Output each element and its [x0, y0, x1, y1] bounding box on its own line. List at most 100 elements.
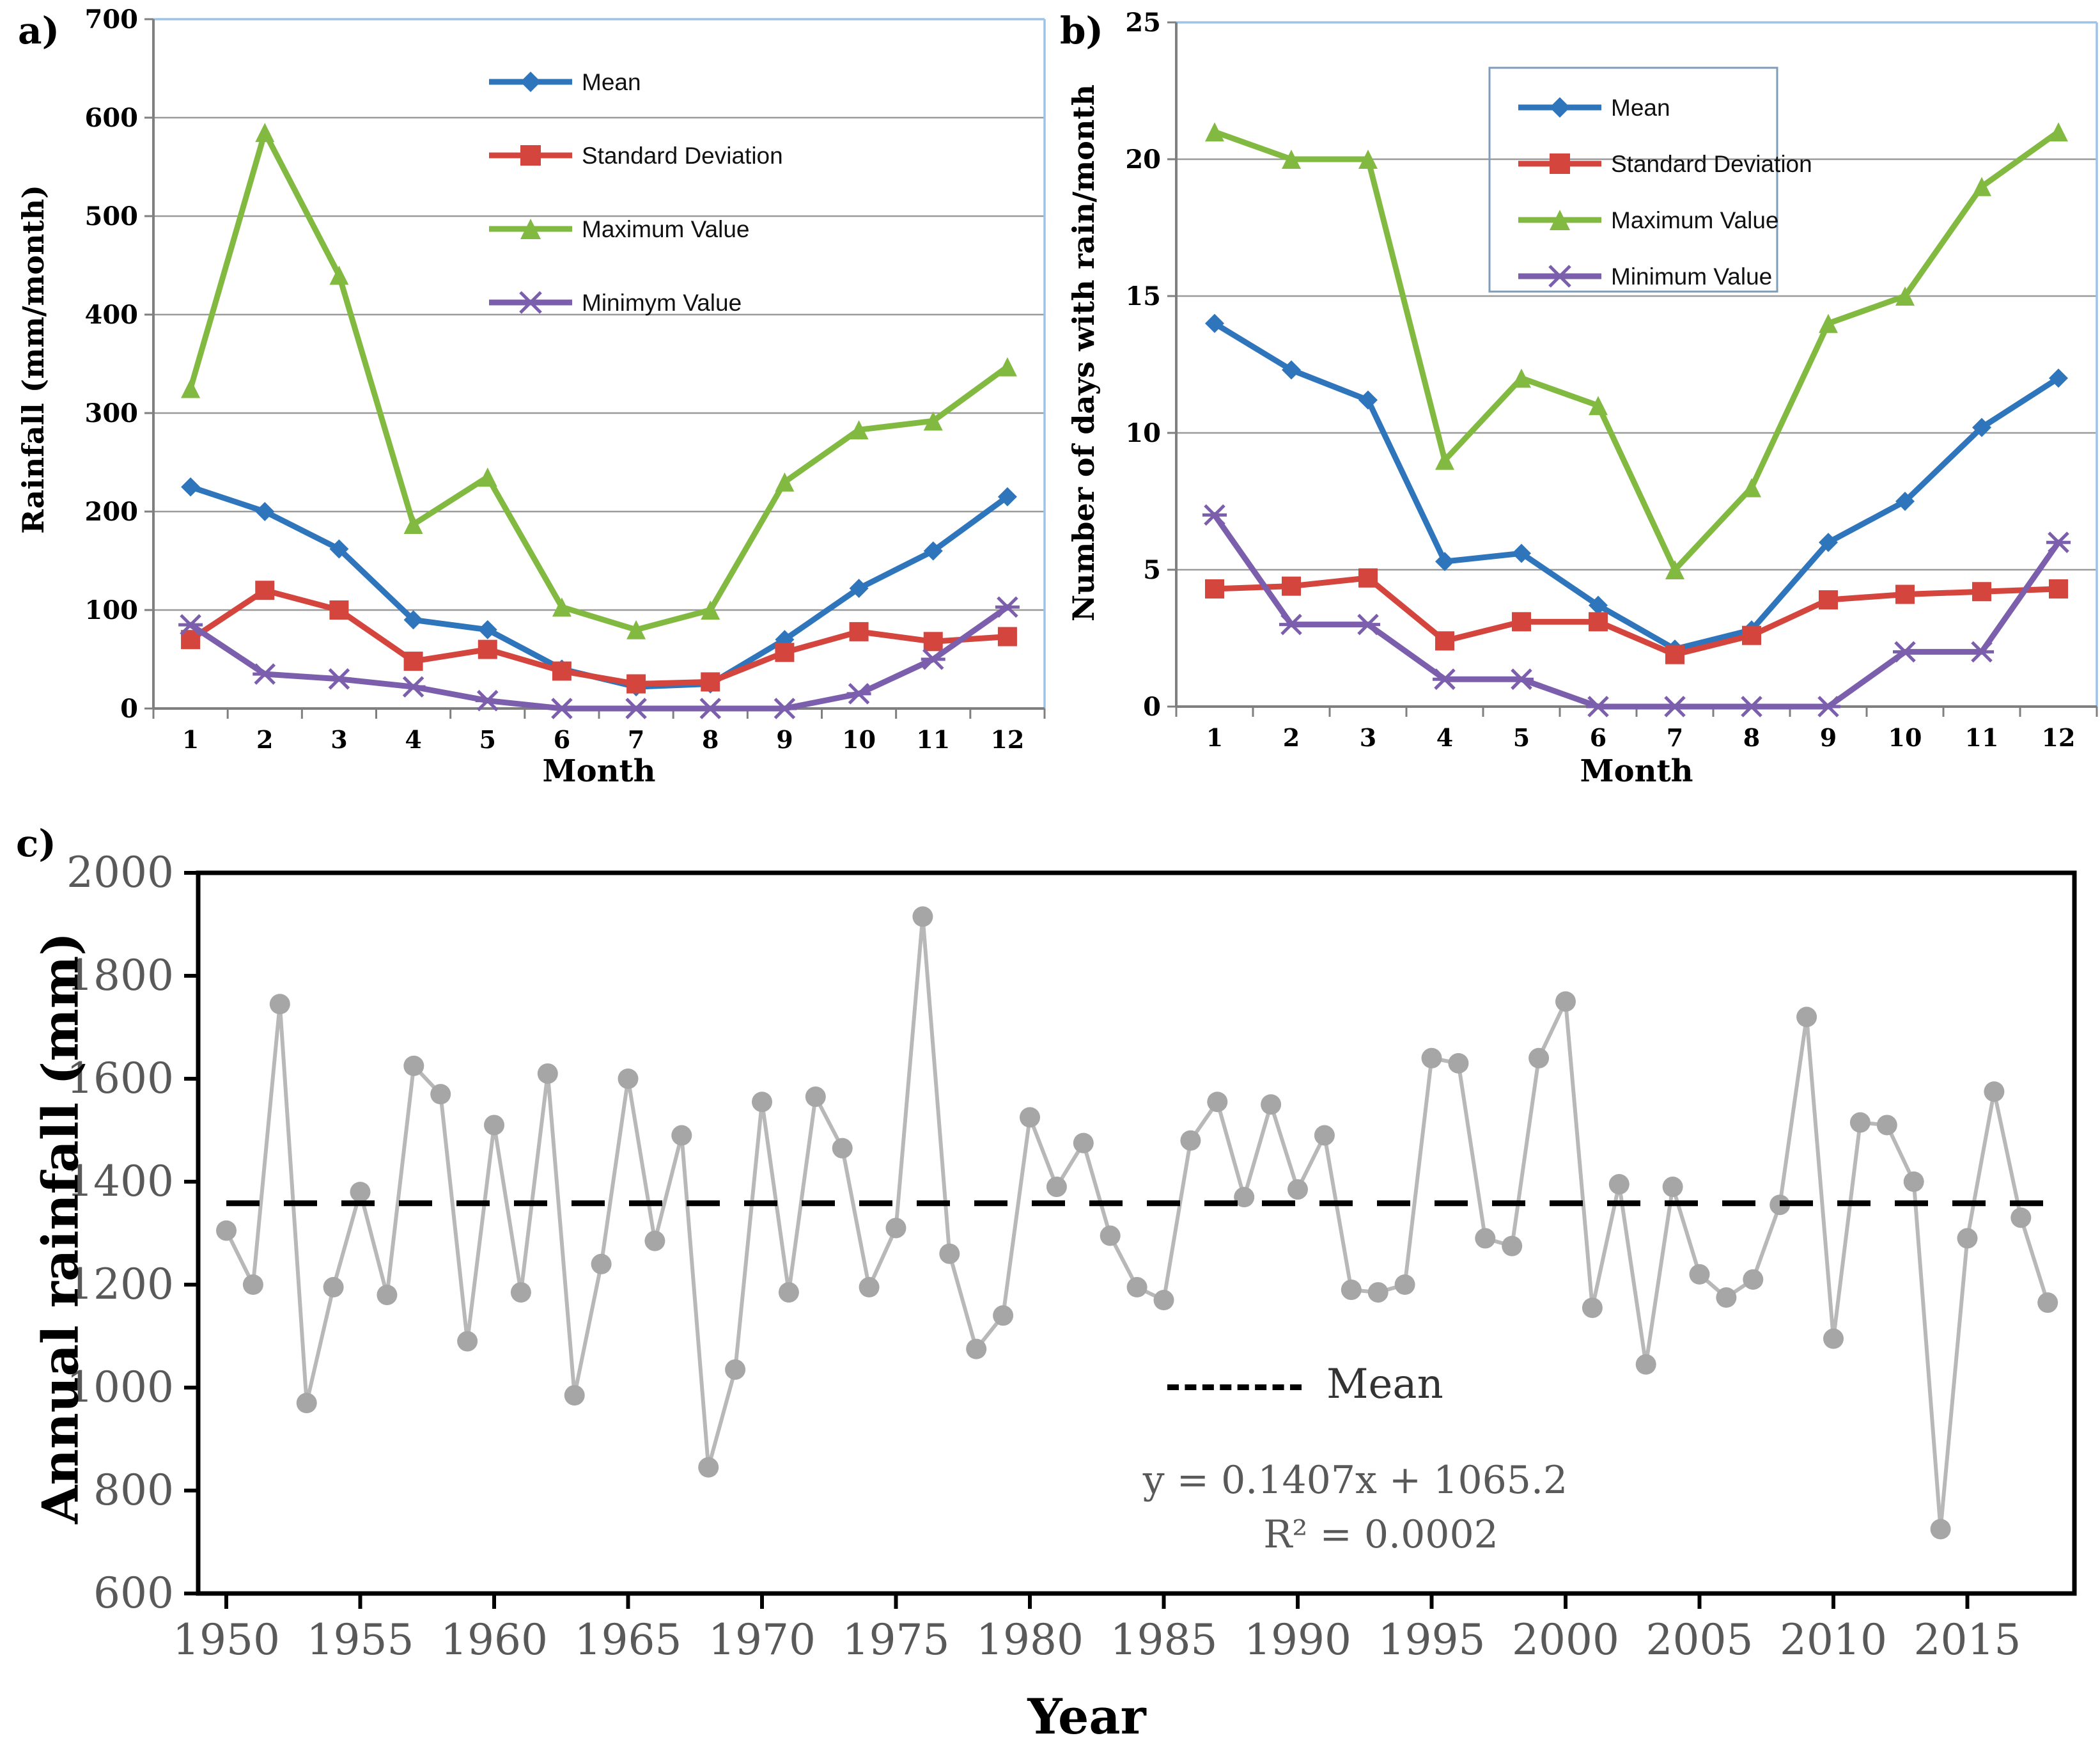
marker-x — [1547, 265, 1573, 288]
marker-triangle — [403, 515, 423, 535]
x-tick-label: 1975 — [843, 1615, 950, 1664]
marker-square — [1972, 582, 1991, 602]
marker-diamond — [478, 620, 497, 639]
series-maximum-value — [181, 123, 1017, 639]
marker-diamond — [181, 477, 201, 497]
data-point — [323, 1277, 344, 1298]
series-standard-deviation — [1205, 568, 2068, 664]
legend-b: Mean Standard Deviation Maximum Value Minim… — [1488, 67, 1812, 293]
y-tick-label: 5 — [1143, 555, 1161, 585]
marker-square — [849, 622, 869, 641]
y-axis-title-c: Annual rainfall (mm) — [31, 932, 90, 1524]
x-tick-label: 1965 — [575, 1615, 682, 1664]
legend-label: Minimym Value — [582, 290, 742, 316]
marker-triangle — [701, 600, 720, 620]
data-point — [564, 1385, 585, 1406]
marker-diamond — [1819, 533, 1838, 552]
x-tick-label: 1995 — [1378, 1615, 1486, 1664]
marker-triangle — [2049, 122, 2068, 142]
data-point — [618, 1069, 639, 1089]
data-point — [1903, 1171, 1924, 1192]
marker-diamond — [1512, 544, 1531, 563]
marker-triangle — [849, 420, 869, 440]
marker-x — [2046, 531, 2071, 553]
data-point — [1180, 1130, 1201, 1151]
data-point — [591, 1253, 612, 1274]
marker-square — [1742, 625, 1761, 645]
data-point — [457, 1331, 478, 1352]
series-standard-deviation — [181, 581, 1017, 694]
x-tick-label: 3 — [1360, 723, 1376, 752]
marker-square — [478, 639, 497, 659]
legend-item-maximum-value: Maximum Value — [489, 216, 750, 242]
marker-triangle — [181, 379, 201, 398]
marker-square — [1205, 579, 1224, 599]
marker-triangle — [520, 219, 541, 239]
marker-square — [552, 661, 572, 681]
data-point — [725, 1359, 746, 1380]
y-tick-label: 15 — [1125, 281, 1161, 311]
x-tick-label: 8 — [1743, 723, 1760, 752]
data-point — [430, 1084, 451, 1105]
data-point — [1341, 1280, 1362, 1301]
x-tick-label: 5 — [1513, 723, 1530, 752]
x-tick-label: 1990 — [1244, 1615, 1351, 1664]
data-point — [1528, 1047, 1550, 1069]
x-tick-label: 1985 — [1110, 1615, 1218, 1664]
series-annual-rainfall — [216, 906, 2058, 1540]
marker-triangle — [1205, 122, 1224, 142]
x-tick-label: 2015 — [1914, 1615, 2021, 1664]
marker-square — [1819, 590, 1838, 610]
x-tick-label: 4 — [405, 725, 421, 754]
marker-x — [1202, 504, 1227, 526]
y-axis-title-b: Number of days with rain/month — [1066, 84, 1101, 622]
marker-x — [995, 596, 1020, 618]
data-point — [1849, 1112, 1871, 1133]
marker-x — [1739, 696, 1764, 717]
marker-diamond — [1282, 360, 1301, 380]
legend-label: Maximum Value — [582, 216, 750, 242]
marker-square — [329, 600, 349, 620]
marker-square — [1895, 584, 1915, 604]
legend-label: Mean — [1611, 95, 1670, 121]
y-tick-label: 20 — [1125, 145, 1161, 175]
data-point — [216, 1220, 237, 1241]
series-minimym-value — [178, 596, 1020, 719]
chart-c: 600 800 1000 1200 1400 1600 1800 2000 1950 1955 19… — [0, 806, 2100, 1738]
marker-triangle — [552, 597, 572, 617]
marker-x — [1356, 613, 1380, 636]
data-point — [350, 1182, 371, 1203]
marker-triangle — [1665, 560, 1684, 579]
data-point — [1100, 1225, 1121, 1246]
marker-x — [178, 614, 203, 636]
marker-square — [1589, 612, 1608, 632]
data-point — [1394, 1274, 1415, 1295]
marker-x — [921, 648, 945, 670]
marker-square — [2049, 579, 2068, 599]
marker-x — [253, 663, 277, 685]
marker-triangle — [1742, 478, 1761, 497]
marker-triangle — [626, 620, 646, 639]
marker-x — [1970, 641, 1994, 663]
data-point — [1743, 1269, 1764, 1290]
data-point — [1716, 1287, 1737, 1308]
data-point — [1153, 1290, 1174, 1311]
data-point — [2037, 1292, 2058, 1313]
series-maximum-value — [1205, 122, 2068, 579]
x-tick-label: 5 — [479, 725, 496, 754]
marker-diamond — [2049, 368, 2068, 388]
y-tick-label: 400 — [85, 300, 139, 330]
data-point — [1475, 1228, 1496, 1249]
marker-square — [626, 674, 646, 694]
y-tick-label: 1200 — [66, 1260, 174, 1309]
data-point — [644, 1230, 665, 1251]
y-tick-label: 2000 — [66, 848, 174, 897]
marker-square — [520, 145, 541, 166]
x-tick-label: 8 — [702, 725, 719, 754]
marker-triangle — [1282, 150, 1301, 169]
marker-triangle — [1512, 368, 1531, 388]
data-point — [510, 1282, 531, 1303]
data-point — [805, 1086, 826, 1108]
y-tick-label: 25 — [1125, 8, 1161, 38]
